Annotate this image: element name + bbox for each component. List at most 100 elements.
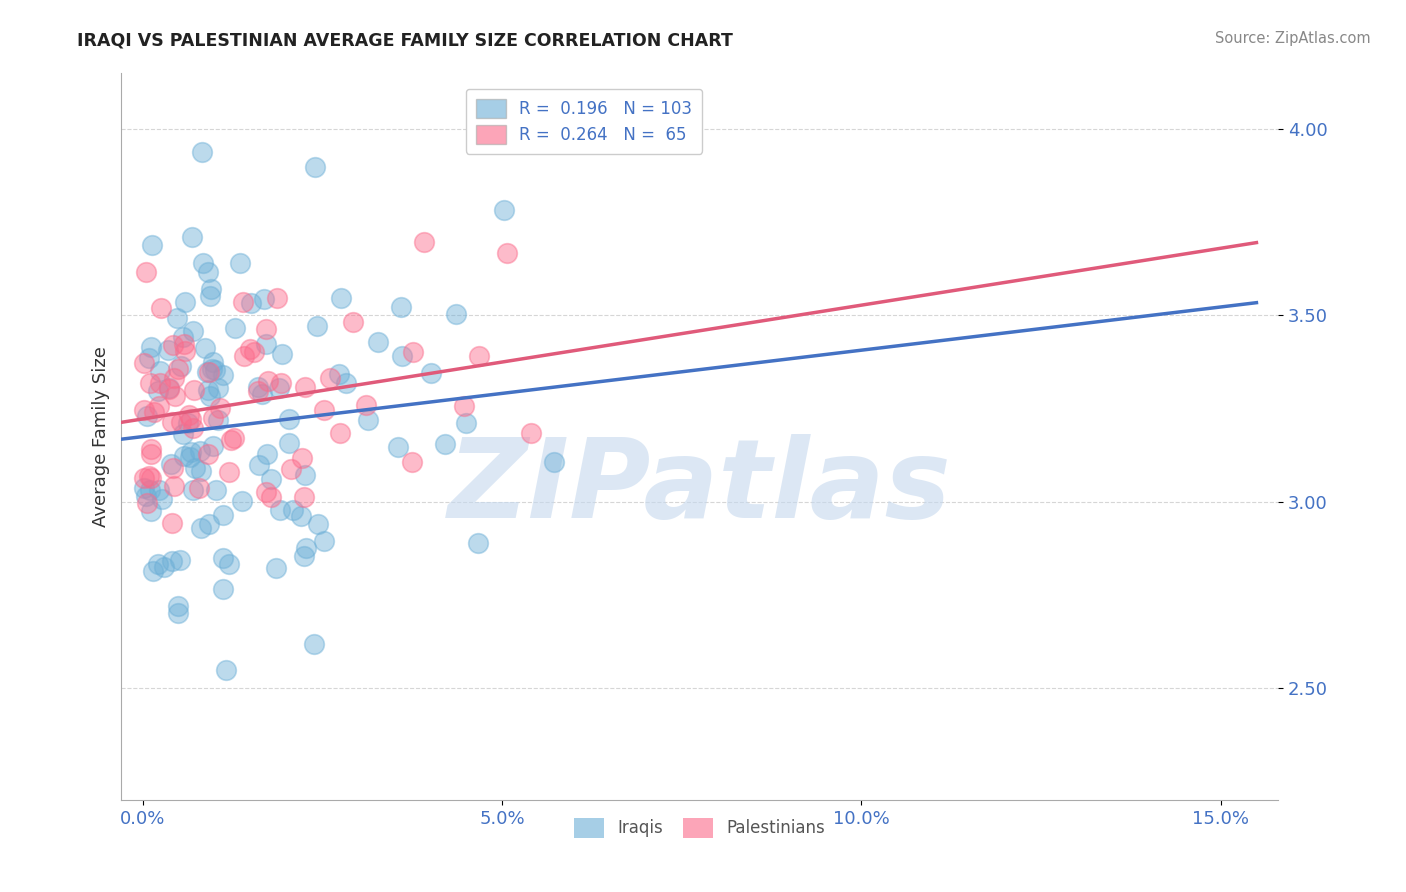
Point xyxy=(141,238,163,252)
Point xyxy=(135,489,157,503)
Point xyxy=(254,337,277,351)
Point xyxy=(173,449,195,463)
Point xyxy=(266,291,288,305)
Point xyxy=(167,361,190,376)
Point xyxy=(433,437,456,451)
Point xyxy=(307,516,329,531)
Point xyxy=(211,368,233,383)
Point xyxy=(212,550,235,565)
Point xyxy=(160,554,183,568)
Point xyxy=(312,534,335,549)
Point xyxy=(181,421,204,435)
Point xyxy=(269,503,291,517)
Point xyxy=(328,367,350,381)
Point xyxy=(256,447,278,461)
Point xyxy=(170,415,193,429)
Point xyxy=(191,256,214,270)
Point xyxy=(412,235,434,249)
Point xyxy=(160,516,183,530)
Point xyxy=(183,460,205,475)
Point xyxy=(222,431,245,445)
Point xyxy=(197,265,219,279)
Point xyxy=(163,371,186,385)
Point xyxy=(247,379,270,393)
Point xyxy=(172,330,194,344)
Point xyxy=(231,493,253,508)
Point xyxy=(305,318,328,333)
Point xyxy=(280,462,302,476)
Point xyxy=(229,256,252,270)
Point xyxy=(132,471,155,485)
Point xyxy=(139,340,162,354)
Point xyxy=(180,412,202,426)
Point xyxy=(256,374,278,388)
Point xyxy=(242,344,264,359)
Point xyxy=(239,343,262,357)
Point xyxy=(211,508,233,522)
Point xyxy=(495,246,517,260)
Point xyxy=(166,310,188,325)
Point xyxy=(191,145,214,160)
Point xyxy=(519,425,541,440)
Point xyxy=(453,399,475,413)
Point xyxy=(149,376,172,391)
Point xyxy=(444,307,467,321)
Point xyxy=(142,564,165,578)
Point xyxy=(197,383,219,397)
Point xyxy=(330,291,353,305)
Point xyxy=(141,447,163,461)
Point xyxy=(160,457,183,471)
Point xyxy=(174,295,197,310)
Point xyxy=(198,365,221,379)
Point xyxy=(156,343,179,357)
Point xyxy=(401,455,423,469)
Point xyxy=(170,359,193,373)
Point xyxy=(132,356,155,370)
Point xyxy=(201,355,224,369)
Point xyxy=(194,341,217,355)
Point xyxy=(342,316,364,330)
Point xyxy=(181,324,204,338)
Point xyxy=(139,442,162,457)
Y-axis label: Average Family Size: Average Family Size xyxy=(93,346,110,527)
Point xyxy=(277,436,299,450)
Point xyxy=(200,282,222,296)
Point xyxy=(232,295,254,310)
Point xyxy=(174,343,197,358)
Point xyxy=(207,413,229,427)
Point xyxy=(224,320,246,334)
Point xyxy=(391,349,413,363)
Point xyxy=(198,389,221,403)
Point xyxy=(312,403,335,417)
Point xyxy=(260,490,283,504)
Point xyxy=(148,483,170,498)
Point xyxy=(146,557,169,571)
Point xyxy=(132,482,155,496)
Point xyxy=(188,481,211,495)
Point xyxy=(190,443,212,458)
Point xyxy=(218,557,240,571)
Point xyxy=(387,441,409,455)
Point xyxy=(253,292,276,306)
Point xyxy=(169,553,191,567)
Point xyxy=(215,663,238,677)
Point xyxy=(167,599,190,614)
Text: ZIPatlas: ZIPatlas xyxy=(449,434,952,541)
Point xyxy=(183,383,205,397)
Point xyxy=(139,471,162,485)
Point xyxy=(254,322,277,336)
Point xyxy=(356,413,378,427)
Point xyxy=(543,455,565,469)
Point xyxy=(143,405,166,419)
Point xyxy=(160,415,183,429)
Point xyxy=(172,427,194,442)
Point xyxy=(162,461,184,475)
Point xyxy=(197,447,219,461)
Point xyxy=(181,483,204,497)
Point xyxy=(152,492,174,507)
Point xyxy=(204,363,226,377)
Legend: Iraqis, Palestinians: Iraqis, Palestinians xyxy=(568,812,832,844)
Point xyxy=(138,468,160,483)
Point xyxy=(295,541,318,556)
Point xyxy=(211,582,233,597)
